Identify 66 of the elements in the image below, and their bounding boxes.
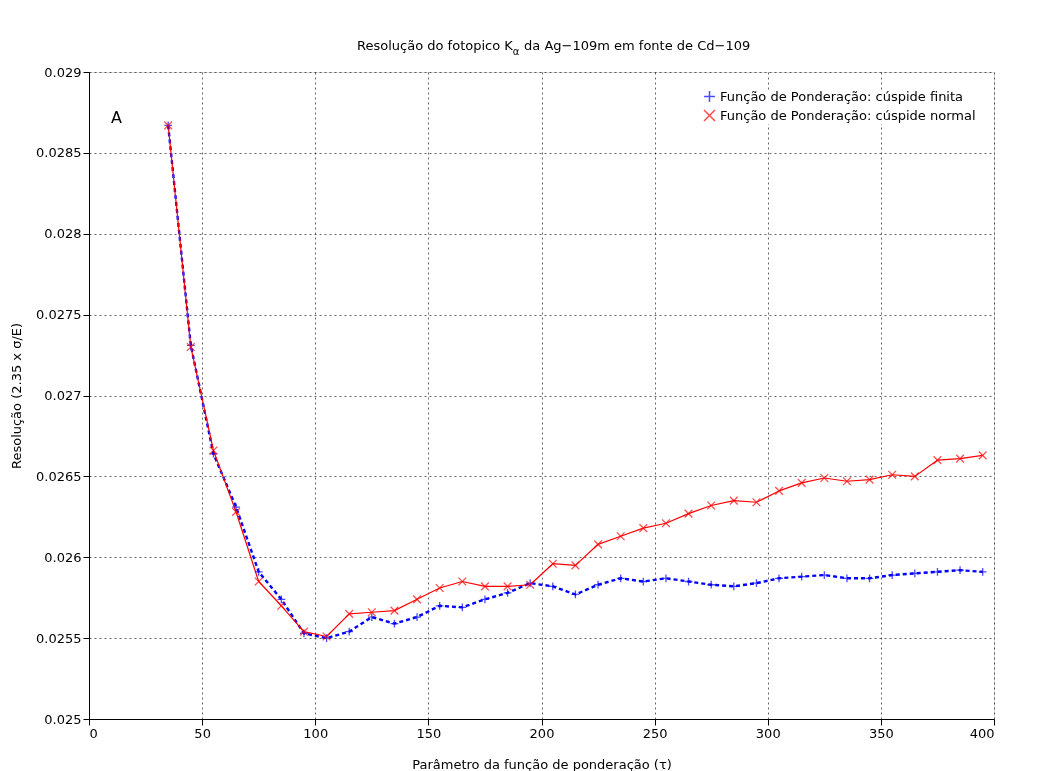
point xyxy=(367,612,377,622)
point xyxy=(955,454,965,464)
y-tick-label: 0.028 xyxy=(44,226,82,242)
point xyxy=(593,580,603,590)
x-tick-label: 50 xyxy=(194,725,211,741)
x-tick-label: 400 xyxy=(969,725,995,741)
point xyxy=(616,531,626,541)
point xyxy=(480,581,490,591)
point xyxy=(865,475,875,485)
point xyxy=(367,607,377,617)
y-tick-label: 0.0265 xyxy=(36,468,82,484)
legend-label: Função de Ponderação: cúspide normal xyxy=(720,107,976,123)
point xyxy=(819,570,829,580)
point xyxy=(344,609,354,619)
point xyxy=(276,601,286,611)
x-tick-label: 150 xyxy=(416,725,442,741)
point xyxy=(412,594,422,604)
point xyxy=(955,565,965,575)
point xyxy=(638,523,648,533)
point xyxy=(548,559,558,569)
y-tick-label: 0.029 xyxy=(44,64,82,80)
x-tick-label: 350 xyxy=(868,725,894,741)
x-tick-label: 200 xyxy=(529,725,555,741)
point xyxy=(932,455,942,465)
point xyxy=(978,450,988,460)
point xyxy=(435,583,445,593)
point xyxy=(774,486,784,496)
y-tick-label: 0.0285 xyxy=(36,145,82,161)
point xyxy=(503,581,513,591)
y-tick-label: 0.027 xyxy=(44,388,82,403)
point xyxy=(208,445,218,456)
point xyxy=(910,471,920,481)
x-tick-label: 250 xyxy=(642,725,668,741)
legend-label: Função de Ponderação: cúspide finita xyxy=(720,88,964,104)
point xyxy=(254,576,264,587)
point xyxy=(751,578,761,588)
point xyxy=(231,502,241,512)
point xyxy=(661,518,671,528)
point xyxy=(661,573,671,583)
point xyxy=(593,539,603,549)
point xyxy=(887,570,897,580)
point xyxy=(570,560,580,570)
point xyxy=(751,497,761,507)
point xyxy=(729,496,739,506)
point xyxy=(706,500,716,511)
y-tick-label: 0.026 xyxy=(44,549,82,565)
point xyxy=(842,476,852,486)
point xyxy=(684,509,694,519)
point xyxy=(389,606,399,616)
x-tick-label: 300 xyxy=(755,725,781,741)
point xyxy=(774,573,784,583)
annotation: A xyxy=(111,108,122,127)
y-axis-title: Resolução (2.35 x σ/E) xyxy=(9,322,25,470)
point xyxy=(412,612,422,622)
x-axis-title: Parâmetro da função de ponderação (τ) xyxy=(412,756,672,771)
point xyxy=(457,576,467,587)
y-tick-label: 0.0275 xyxy=(36,307,82,323)
y-tick-label: 0.0255 xyxy=(36,630,82,646)
x-tick-label: 100 xyxy=(303,725,329,741)
x-tick-label: 0 xyxy=(89,725,98,741)
point xyxy=(797,478,807,488)
point xyxy=(819,473,829,483)
point xyxy=(480,594,490,604)
point xyxy=(887,470,897,480)
y-tick-label: 0.025 xyxy=(44,711,82,727)
point xyxy=(231,507,241,517)
